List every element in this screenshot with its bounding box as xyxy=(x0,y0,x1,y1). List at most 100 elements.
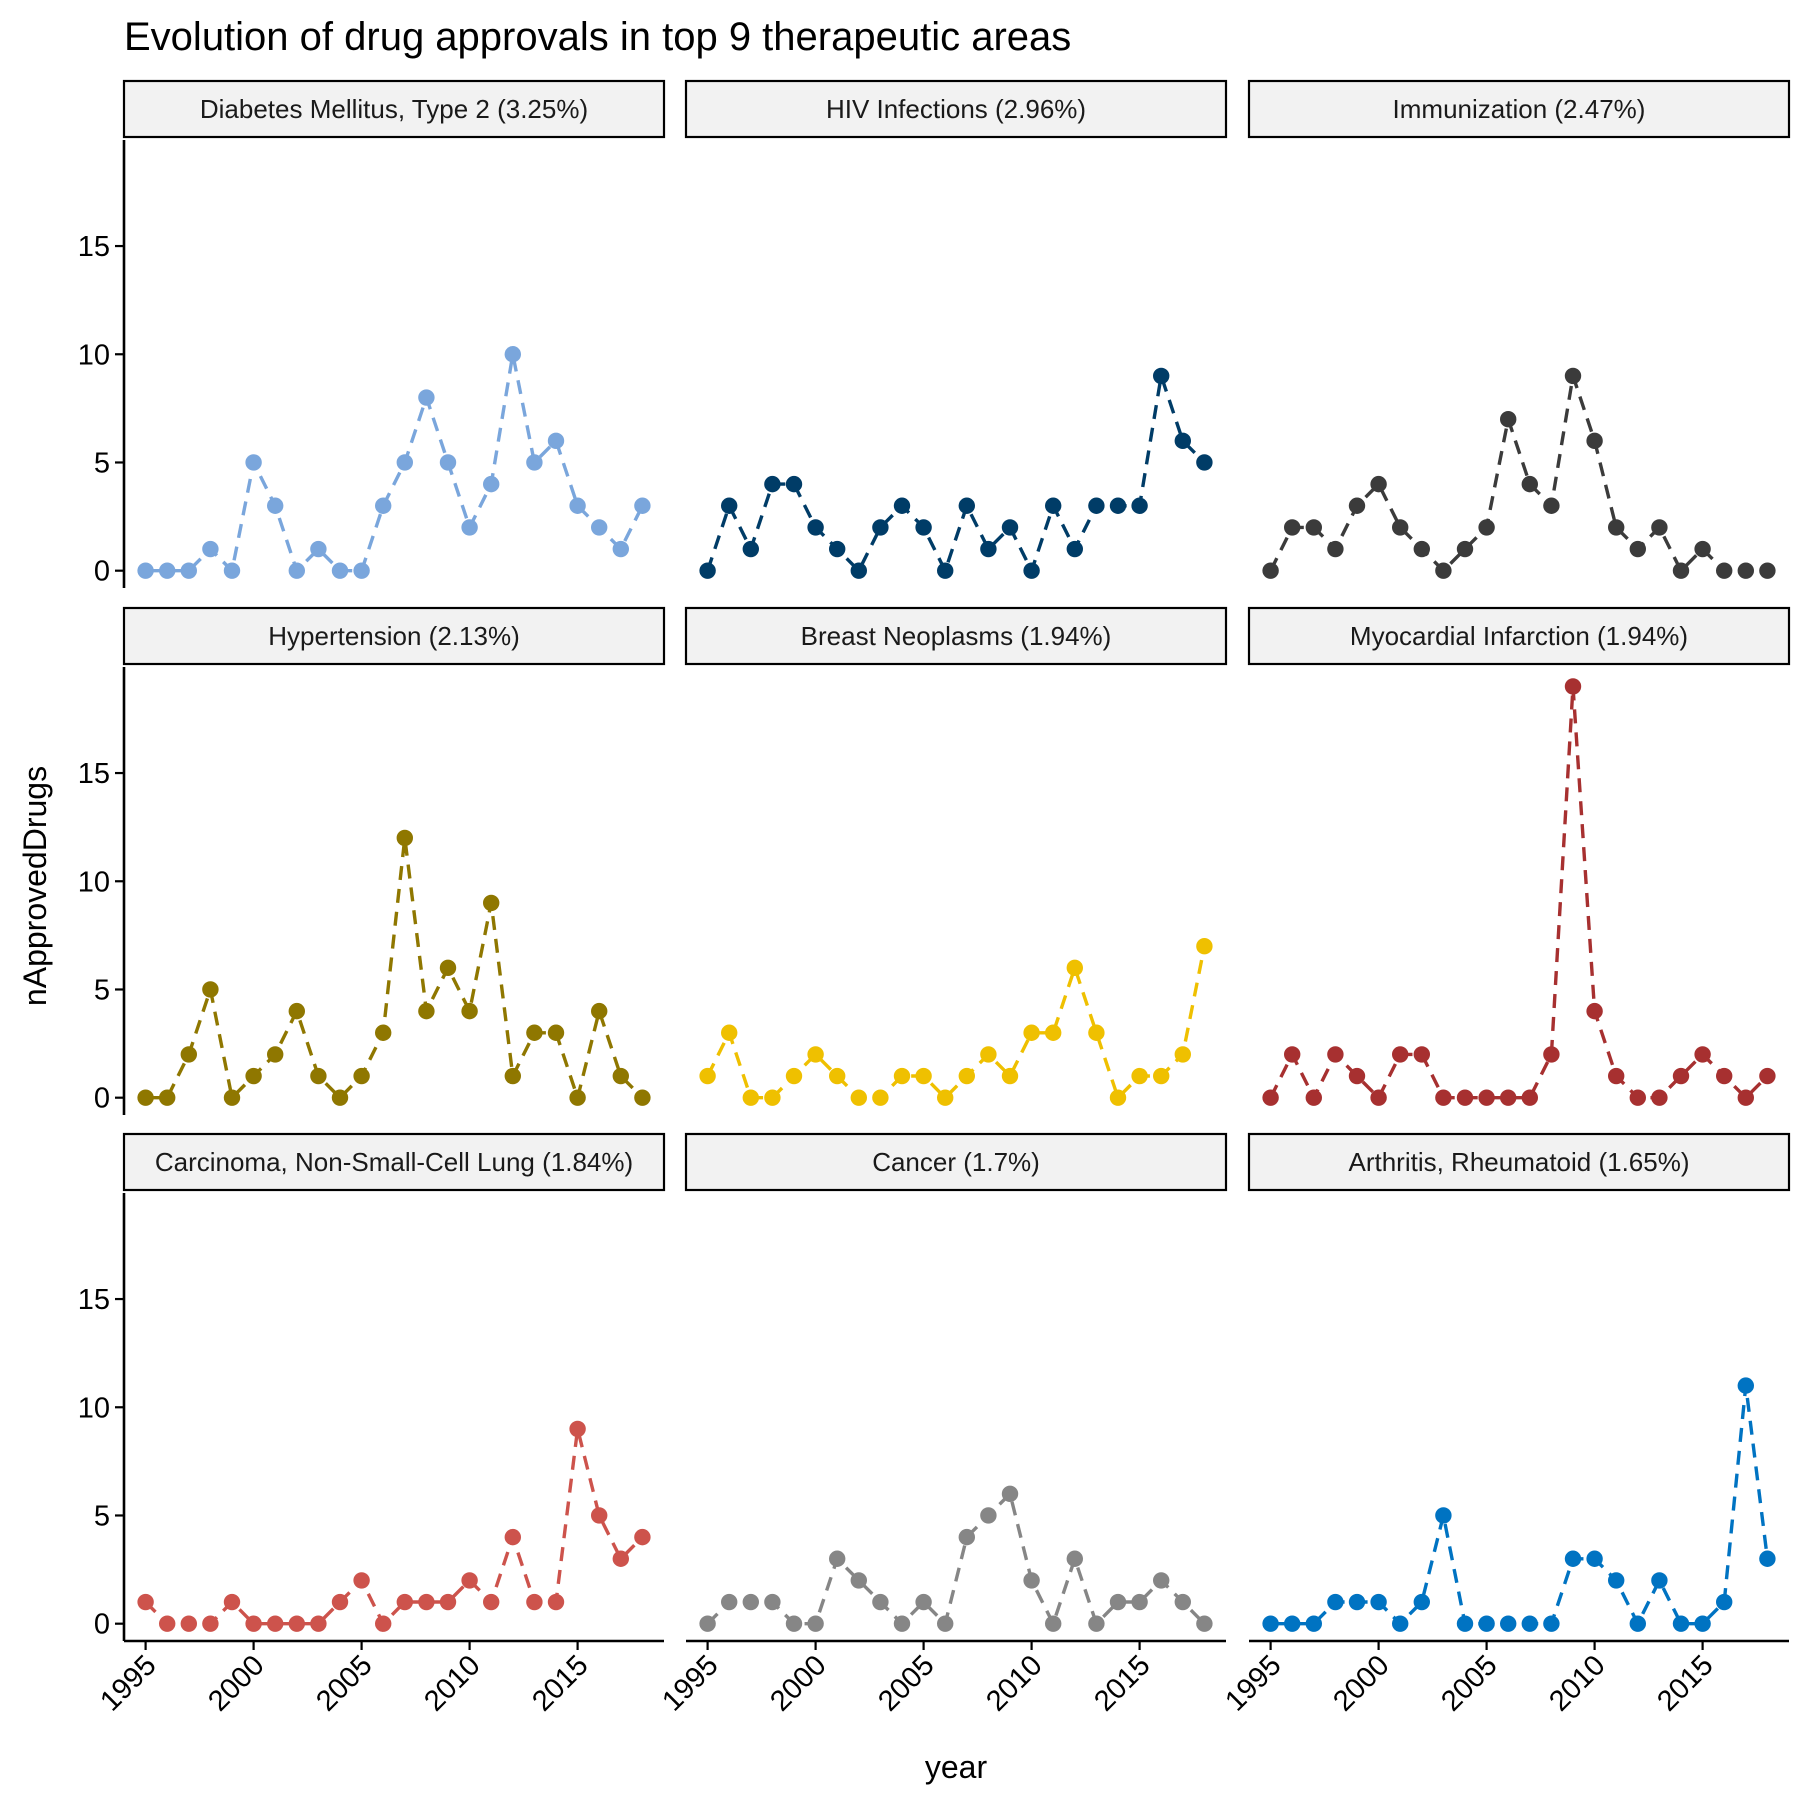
data-point xyxy=(418,1002,435,1020)
strip-label: Diabetes Mellitus, Type 2 (3.25%) xyxy=(200,94,588,124)
data-point xyxy=(1456,1615,1474,1632)
data-point xyxy=(267,497,284,514)
x-tick-label: 2015 xyxy=(1088,1649,1156,1717)
data-point xyxy=(1716,1067,1733,1085)
strip-label: HIV Infections (2.96%) xyxy=(826,94,1086,124)
data-point xyxy=(1521,1089,1539,1106)
series-line xyxy=(1269,375,1768,574)
strip-label: Breast Neoplasms (1.94%) xyxy=(801,621,1112,651)
data-point xyxy=(267,1046,284,1063)
y-tick-label: 10 xyxy=(78,866,110,898)
data-point xyxy=(1196,1615,1213,1632)
data-point xyxy=(331,1593,349,1611)
data-point xyxy=(1478,1089,1495,1106)
data-point xyxy=(1500,1089,1517,1106)
data-point xyxy=(1196,454,1213,471)
data-point xyxy=(1284,1615,1301,1632)
data-point xyxy=(829,1550,846,1567)
data-point xyxy=(1651,1572,1668,1589)
series-line xyxy=(706,1490,1206,1629)
data-point xyxy=(396,454,413,471)
x-tick-label: 2005 xyxy=(872,1649,940,1717)
data-point xyxy=(591,1507,608,1524)
data-point xyxy=(1045,1615,1062,1632)
data-point xyxy=(807,1615,824,1632)
data-point xyxy=(1370,1089,1387,1106)
data-point xyxy=(1500,410,1517,428)
data-point xyxy=(1262,562,1279,579)
data-point xyxy=(958,1528,975,1546)
data-point xyxy=(1392,519,1409,536)
data-point xyxy=(461,519,478,536)
data-point xyxy=(1413,540,1431,558)
data-point xyxy=(1327,1593,1344,1611)
data-point xyxy=(223,1089,241,1106)
y-tick-label: 5 xyxy=(94,974,110,1006)
x-tick-label: 2015 xyxy=(526,1649,594,1717)
x-tick-label: 2015 xyxy=(1651,1649,1719,1717)
data-point xyxy=(612,1067,629,1085)
data-point xyxy=(1109,1593,1127,1611)
data-point xyxy=(1023,562,1040,579)
data-point xyxy=(721,497,738,514)
data-point xyxy=(937,1089,954,1106)
data-point xyxy=(893,497,911,514)
x-tick-label: 2000 xyxy=(764,1649,832,1717)
x-tick-label: 2005 xyxy=(310,1649,378,1717)
data-point xyxy=(483,475,500,493)
data-point xyxy=(137,562,154,579)
data-point xyxy=(1348,1067,1366,1085)
data-point xyxy=(980,1507,997,1524)
x-tick-label: 1995 xyxy=(1219,1649,1287,1717)
data-point xyxy=(526,1024,543,1041)
data-point xyxy=(180,562,197,579)
data-point xyxy=(872,1593,889,1611)
strip-box xyxy=(1247,1132,1791,1192)
data-point xyxy=(1737,1377,1755,1394)
data-point xyxy=(1262,1089,1279,1106)
data-point xyxy=(1564,367,1582,385)
data-point xyxy=(1672,1067,1690,1085)
data-point xyxy=(526,454,543,471)
data-point xyxy=(439,959,457,977)
data-point xyxy=(1392,1615,1409,1632)
facet-panel: Breast Neoplasms (1.94%) xyxy=(684,606,1228,1106)
data-point xyxy=(1305,519,1323,536)
strip-label: Myocardial Infarction (1.94%) xyxy=(1350,621,1688,651)
data-point xyxy=(1694,1615,1711,1632)
data-point xyxy=(893,1067,911,1085)
data-point xyxy=(331,1089,349,1106)
data-point xyxy=(202,981,219,998)
data-point xyxy=(937,562,954,579)
data-point xyxy=(1413,1046,1431,1063)
y-tick-label: 15 xyxy=(78,758,110,790)
data-point xyxy=(1651,519,1668,536)
data-point xyxy=(569,497,586,514)
data-point xyxy=(375,1615,392,1632)
data-point xyxy=(569,1089,586,1106)
data-point xyxy=(764,1089,781,1106)
facet-panel: Cancer (1.7%) 1995 2000 2005 2010 2015 xyxy=(656,1132,1228,1718)
data-point xyxy=(1001,1067,1019,1085)
data-point xyxy=(223,1593,241,1611)
facet-panel: HIV Infections (2.96%) xyxy=(684,79,1228,579)
data-point xyxy=(547,432,565,450)
data-point xyxy=(180,1046,197,1063)
data-point xyxy=(1608,1572,1625,1589)
data-point xyxy=(461,1002,478,1020)
data-point xyxy=(807,519,824,536)
data-point xyxy=(980,1046,997,1063)
data-point xyxy=(1153,367,1170,385)
data-point xyxy=(483,1593,500,1611)
data-point xyxy=(893,1615,911,1632)
data-point xyxy=(1586,1550,1603,1567)
chart-title: Evolution of drug approvals in top 9 the… xyxy=(124,15,1071,59)
data-point xyxy=(915,519,932,536)
data-point xyxy=(504,346,521,363)
data-point xyxy=(159,1089,176,1106)
data-point xyxy=(353,1067,370,1085)
data-point xyxy=(1608,1067,1625,1085)
facet-panel: Diabetes Mellitus, Type 2 (3.25%) 0 5 10 15 xyxy=(78,79,666,588)
data-point xyxy=(1716,562,1733,579)
data-point xyxy=(310,1067,327,1085)
